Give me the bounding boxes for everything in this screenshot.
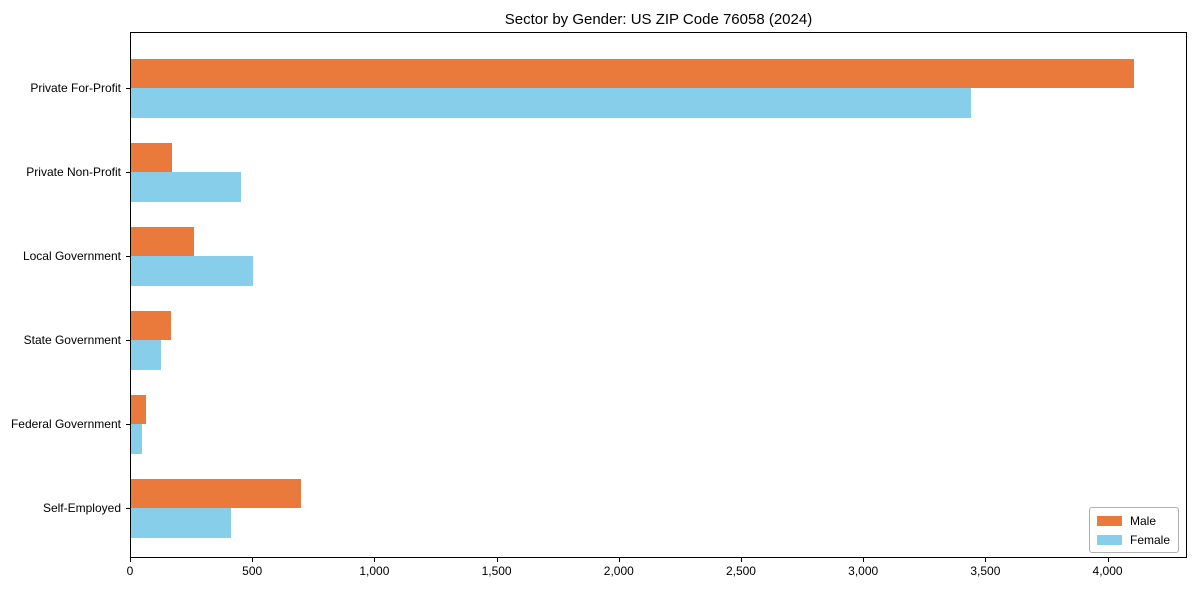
xtick-label-3: 1,500 xyxy=(481,564,512,578)
xtick-label-5: 2,500 xyxy=(725,564,756,578)
bar-male-2 xyxy=(131,226,195,256)
xtick-mark-2 xyxy=(374,558,376,562)
xtick-label-2: 1,000 xyxy=(359,564,390,578)
ytick-mark-2 xyxy=(126,256,130,257)
xtick-mark-6 xyxy=(863,558,865,562)
ytick-label-1: Private Non-Profit xyxy=(26,165,121,179)
bar-female-5 xyxy=(131,508,231,538)
bar-male-3 xyxy=(131,310,172,340)
bar-male-5 xyxy=(131,478,301,508)
xtick-label-8: 4,000 xyxy=(1092,564,1123,578)
ytick-mark-0 xyxy=(126,88,130,89)
ytick-label-4: Federal Government xyxy=(10,417,121,431)
xtick-label-7: 3,500 xyxy=(970,564,1001,578)
legend-swatch-male xyxy=(1097,515,1122,526)
ytick-mark-3 xyxy=(126,340,130,341)
legend-label-female: Female xyxy=(1130,532,1171,547)
legend-entry-female: Female xyxy=(1097,533,1178,547)
xtick-mark-5 xyxy=(740,558,742,562)
ytick-label-0: Private For-Profit xyxy=(30,81,121,95)
xtick-mark-4 xyxy=(618,558,620,562)
bar-female-1 xyxy=(131,172,241,202)
xtick-mark-0 xyxy=(130,558,131,562)
xtick-mark-8 xyxy=(1107,558,1109,562)
ytick-label-3: State Government xyxy=(23,333,121,347)
bar-male-0 xyxy=(131,58,1134,88)
legend-label-male: Male xyxy=(1130,513,1157,528)
ytick-mark-4 xyxy=(126,424,130,425)
legend: Male Female xyxy=(1089,507,1179,553)
legend-swatch-female xyxy=(1097,534,1122,545)
bar-female-4 xyxy=(131,424,142,454)
ytick-mark-1 xyxy=(126,172,130,173)
bar-male-4 xyxy=(131,394,146,424)
xtick-label-6: 3,000 xyxy=(848,564,879,578)
xtick-label-1: 500 xyxy=(242,564,263,578)
bar-female-2 xyxy=(131,256,253,286)
ytick-label-2: Local Government xyxy=(22,249,121,263)
ytick-label-5: Self-Employed xyxy=(42,501,121,515)
xtick-label-4: 2,000 xyxy=(603,564,634,578)
chart-title: Sector by Gender: US ZIP Code 76058 (202… xyxy=(504,11,813,28)
plot-area xyxy=(130,32,1187,558)
bar-male-1 xyxy=(131,142,173,172)
ytick-mark-5 xyxy=(126,508,130,509)
xtick-mark-3 xyxy=(496,558,498,562)
legend-entry-male: Male xyxy=(1097,514,1178,528)
xtick-mark-7 xyxy=(985,558,987,562)
bar-female-0 xyxy=(131,88,972,118)
xtick-mark-1 xyxy=(252,558,254,562)
bar-female-3 xyxy=(131,340,162,370)
xtick-label-0: 0 xyxy=(126,564,134,578)
